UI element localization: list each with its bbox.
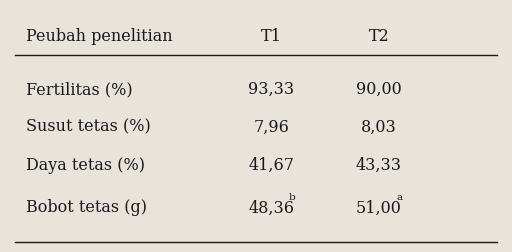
Text: 43,33: 43,33 bbox=[356, 156, 402, 174]
Text: Peubah penelitian: Peubah penelitian bbox=[26, 28, 172, 45]
Text: 7,96: 7,96 bbox=[253, 119, 289, 136]
Text: 41,67: 41,67 bbox=[248, 156, 294, 174]
Text: Bobot tetas (g): Bobot tetas (g) bbox=[26, 199, 146, 216]
Text: Susut tetas (%): Susut tetas (%) bbox=[26, 119, 151, 136]
Text: a: a bbox=[396, 193, 402, 202]
Text: 51,00: 51,00 bbox=[356, 199, 402, 216]
Text: 93,33: 93,33 bbox=[248, 81, 294, 98]
Text: Fertilitas (%): Fertilitas (%) bbox=[26, 81, 132, 98]
Text: 8,03: 8,03 bbox=[361, 119, 397, 136]
Text: Daya tetas (%): Daya tetas (%) bbox=[26, 156, 144, 174]
Text: T1: T1 bbox=[261, 28, 282, 45]
Text: 90,00: 90,00 bbox=[356, 81, 402, 98]
Text: b: b bbox=[289, 193, 295, 202]
Text: 48,36: 48,36 bbox=[248, 199, 294, 216]
Text: T2: T2 bbox=[369, 28, 389, 45]
